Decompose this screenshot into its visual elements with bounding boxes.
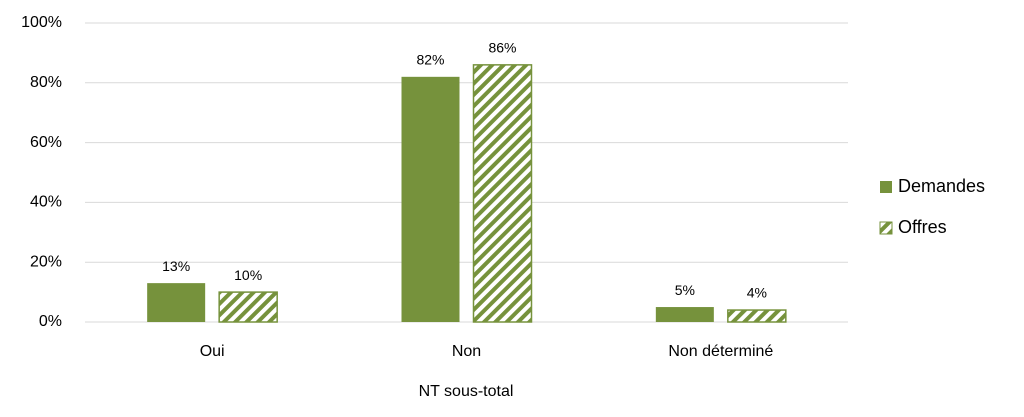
value-label: 5%	[675, 282, 695, 298]
bar	[147, 283, 206, 322]
x-tick-label: Non	[452, 343, 481, 360]
bar	[401, 76, 460, 322]
x-tick-label: Non déterminé	[668, 343, 773, 360]
legend-swatch	[880, 181, 892, 193]
y-tick-label: 20%	[30, 253, 62, 270]
bar	[218, 291, 278, 323]
x-axis-label: NT sous-total	[419, 383, 514, 400]
value-label: 4%	[747, 285, 767, 301]
x-tick-label: Oui	[200, 343, 225, 360]
y-tick-label: 60%	[30, 134, 62, 151]
y-tick-label: 0%	[39, 313, 62, 330]
bar	[472, 64, 533, 323]
bar	[655, 307, 714, 322]
legend-label: Demandes	[898, 176, 985, 196]
legend-label: Offres	[898, 217, 947, 237]
y-tick-label: 80%	[30, 74, 62, 91]
y-tick-label: 40%	[30, 194, 62, 211]
value-label: 10%	[234, 267, 262, 283]
bar	[727, 309, 787, 323]
value-label: 82%	[416, 52, 444, 68]
value-label: 13%	[162, 258, 190, 274]
value-label: 86%	[488, 40, 516, 56]
y-tick-label: 100%	[21, 14, 62, 31]
legend-swatch	[879, 221, 893, 235]
